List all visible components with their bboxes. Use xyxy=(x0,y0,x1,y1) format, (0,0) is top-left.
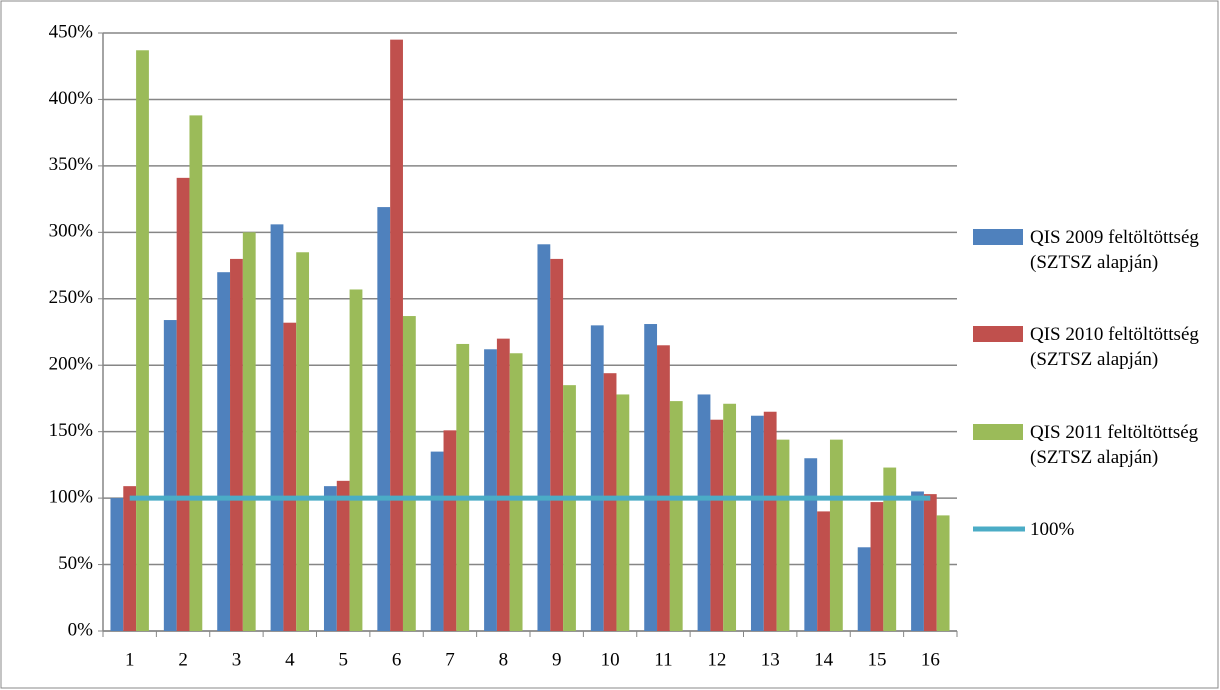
bar xyxy=(723,403,737,631)
bar xyxy=(550,258,564,631)
bar xyxy=(563,385,576,631)
x-tick-label: 6 xyxy=(392,649,402,670)
bar xyxy=(217,272,231,631)
y-tick-label: 50% xyxy=(58,553,93,574)
x-tick-label: 11 xyxy=(654,649,672,670)
bar xyxy=(829,439,843,631)
bar xyxy=(776,439,790,631)
legend-swatch xyxy=(973,326,1023,342)
bar xyxy=(817,511,830,631)
legend-label: QIS 2011 feltöltöttség (SZTSZ alapján) xyxy=(1030,422,1199,468)
bar xyxy=(857,547,871,631)
x-tick-label: 13 xyxy=(761,649,780,670)
y-tick-label: 300% xyxy=(49,221,94,242)
bar xyxy=(644,324,658,631)
bar xyxy=(697,394,711,631)
bar xyxy=(590,325,604,631)
bar xyxy=(763,411,777,631)
bar xyxy=(230,258,243,631)
legend-label: 100% xyxy=(1030,519,1075,540)
bar xyxy=(110,498,124,631)
bar xyxy=(669,401,683,631)
y-tick-label: 400% xyxy=(49,88,94,109)
legend-swatch xyxy=(973,424,1023,440)
bar xyxy=(283,322,297,631)
x-tick-label: 4 xyxy=(285,649,295,670)
bar xyxy=(509,353,523,631)
x-tick-label: 8 xyxy=(499,649,509,670)
x-tick-label: 9 xyxy=(552,649,562,670)
y-tick-label: 350% xyxy=(49,154,94,175)
bar xyxy=(296,252,310,631)
bar xyxy=(456,343,470,631)
bar xyxy=(750,415,764,631)
bar xyxy=(710,419,724,631)
x-tick-label: 14 xyxy=(814,649,834,670)
x-tick-label: 3 xyxy=(232,649,242,670)
bar xyxy=(390,39,403,631)
x-tick-label: 12 xyxy=(707,649,726,670)
bar xyxy=(616,394,630,631)
bar xyxy=(883,467,897,631)
y-tick-label: 150% xyxy=(49,420,94,441)
bar xyxy=(936,515,950,631)
bar xyxy=(349,289,363,631)
bar xyxy=(870,502,884,631)
x-tick-label: 15 xyxy=(867,649,886,670)
x-tick-label: 16 xyxy=(921,649,940,670)
x-tick-label: 7 xyxy=(445,649,455,670)
y-tick-label: 200% xyxy=(49,354,94,375)
bar xyxy=(336,480,350,631)
bar xyxy=(270,224,284,632)
bar xyxy=(123,486,137,631)
bar xyxy=(911,491,924,631)
bar xyxy=(136,50,149,631)
y-tick-label: 250% xyxy=(49,287,94,308)
legend-label: QIS 2009 feltöltöttség (SZTSZ alapján) xyxy=(1030,227,1199,273)
y-tick-label: 0% xyxy=(68,619,94,640)
bar xyxy=(189,115,203,631)
y-tick-label: 450% xyxy=(49,21,94,42)
bar xyxy=(176,177,190,632)
x-tick-label: 10 xyxy=(601,649,620,670)
bar xyxy=(484,349,497,631)
bar xyxy=(242,232,256,632)
bar xyxy=(603,373,617,631)
bar xyxy=(163,320,177,631)
legend-label: QIS 2010 feltöltöttség (SZTSZ alapján) xyxy=(1030,324,1199,370)
bar xyxy=(377,207,391,631)
x-tick-label: 5 xyxy=(338,649,348,670)
y-tick-label: 100% xyxy=(49,486,94,507)
bar xyxy=(657,345,670,631)
bar xyxy=(323,486,337,631)
bar xyxy=(430,451,444,631)
bar xyxy=(402,316,416,631)
bar xyxy=(804,458,818,631)
bar xyxy=(443,430,457,631)
bar xyxy=(537,244,551,631)
x-tick-label: 2 xyxy=(178,649,188,670)
legend-swatch xyxy=(973,229,1023,245)
bar xyxy=(923,494,937,631)
x-tick-label: 1 xyxy=(125,649,135,670)
bar xyxy=(496,338,510,631)
